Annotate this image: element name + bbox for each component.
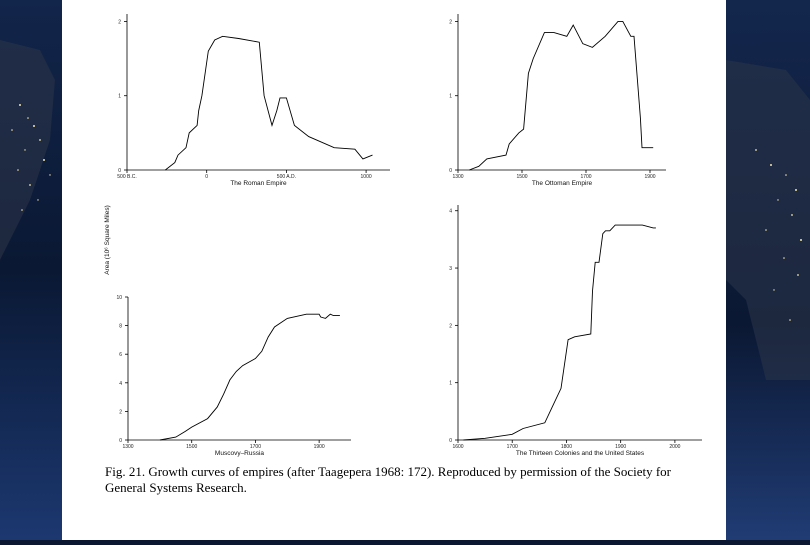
y-tick-label: 3 [449,266,452,272]
y-tick-label: 1 [449,94,452,100]
axes [126,14,390,171]
chart-title: The Ottoman Empire [532,180,593,187]
x-tick-label: 1700 [580,174,591,180]
x-tick-label: 1800 [561,444,572,450]
series-line [159,313,340,441]
y-tick-label: 2 [119,409,122,415]
x-tick-label: 1700 [250,444,261,450]
y-tick-label: 2 [449,19,452,25]
y-tick-label: 0 [449,168,452,174]
chart-title: The Roman Empire [230,180,287,187]
x-tick-label: 1900 [615,444,626,450]
chart-title: Muscovy–Russia [215,450,265,457]
background-night-earth-left [0,0,62,540]
x-tick-label: 1000 [361,174,372,180]
x-tick-label: 1500 [516,174,527,180]
slide-page: Area (10⁶ Square Miles) 0 1 2 500 B.C. 0 500 … [62,0,726,540]
x-tick-label: 1500 [186,444,197,450]
series-line [469,20,654,171]
x-tick-label: 0 [205,174,208,180]
y-tick-label: 0 [449,438,452,444]
background-night-earth-right-art [726,0,810,540]
x-tick-label: 500 A.D. [277,174,296,180]
x-tick-label: 1600 [452,444,463,450]
chart-title: The Thirteen Colonies and the United Sta… [516,450,645,457]
y-tick-label: 10 [116,295,122,301]
x-tick-label: 1900 [314,444,325,450]
x-tick-label: 1900 [644,174,655,180]
series-line [165,35,373,171]
x-tick-label: 1300 [122,444,133,450]
y-tick-label: 2 [118,19,121,25]
y-axis-label: Area (10⁶ Square Miles) [104,205,111,275]
figure-caption: Fig. 21. Growth curves of empires (after… [105,464,672,495]
y-tick-label: 1 [449,381,452,387]
axes [457,205,702,441]
x-tick-label: 2000 [669,444,680,450]
chart-ottoman-empire: 0 1 2 1300 1500 1700 1900 The Ottoman Empire [449,14,666,187]
chart-thirteen-colonies-us: 0 1 2 3 4 1600 1700 1800 1900 2000 The Thirteen Co… [449,205,702,457]
y-tick-label: 0 [119,438,122,444]
y-tick-label: 1 [118,94,121,100]
series-line [463,224,656,441]
x-tick-label: 1700 [507,444,518,450]
axes [457,14,666,171]
y-tick-label: 4 [449,209,452,215]
y-tick-label: 0 [118,168,121,174]
y-tick-label: 6 [119,352,122,358]
x-tick-label: 500 B.C. [117,174,136,180]
y-tick-label: 2 [449,323,452,329]
background-night-earth-left-art [0,0,62,540]
x-tick-label: 1300 [452,174,463,180]
chart-muscovy-russia: 0 2 4 6 8 10 1300 1500 1700 1900 Muscovy–Russia [116,295,351,457]
y-tick-label: 8 [119,324,122,330]
background-night-earth-right [726,0,810,540]
y-tick-label: 4 [119,381,122,387]
